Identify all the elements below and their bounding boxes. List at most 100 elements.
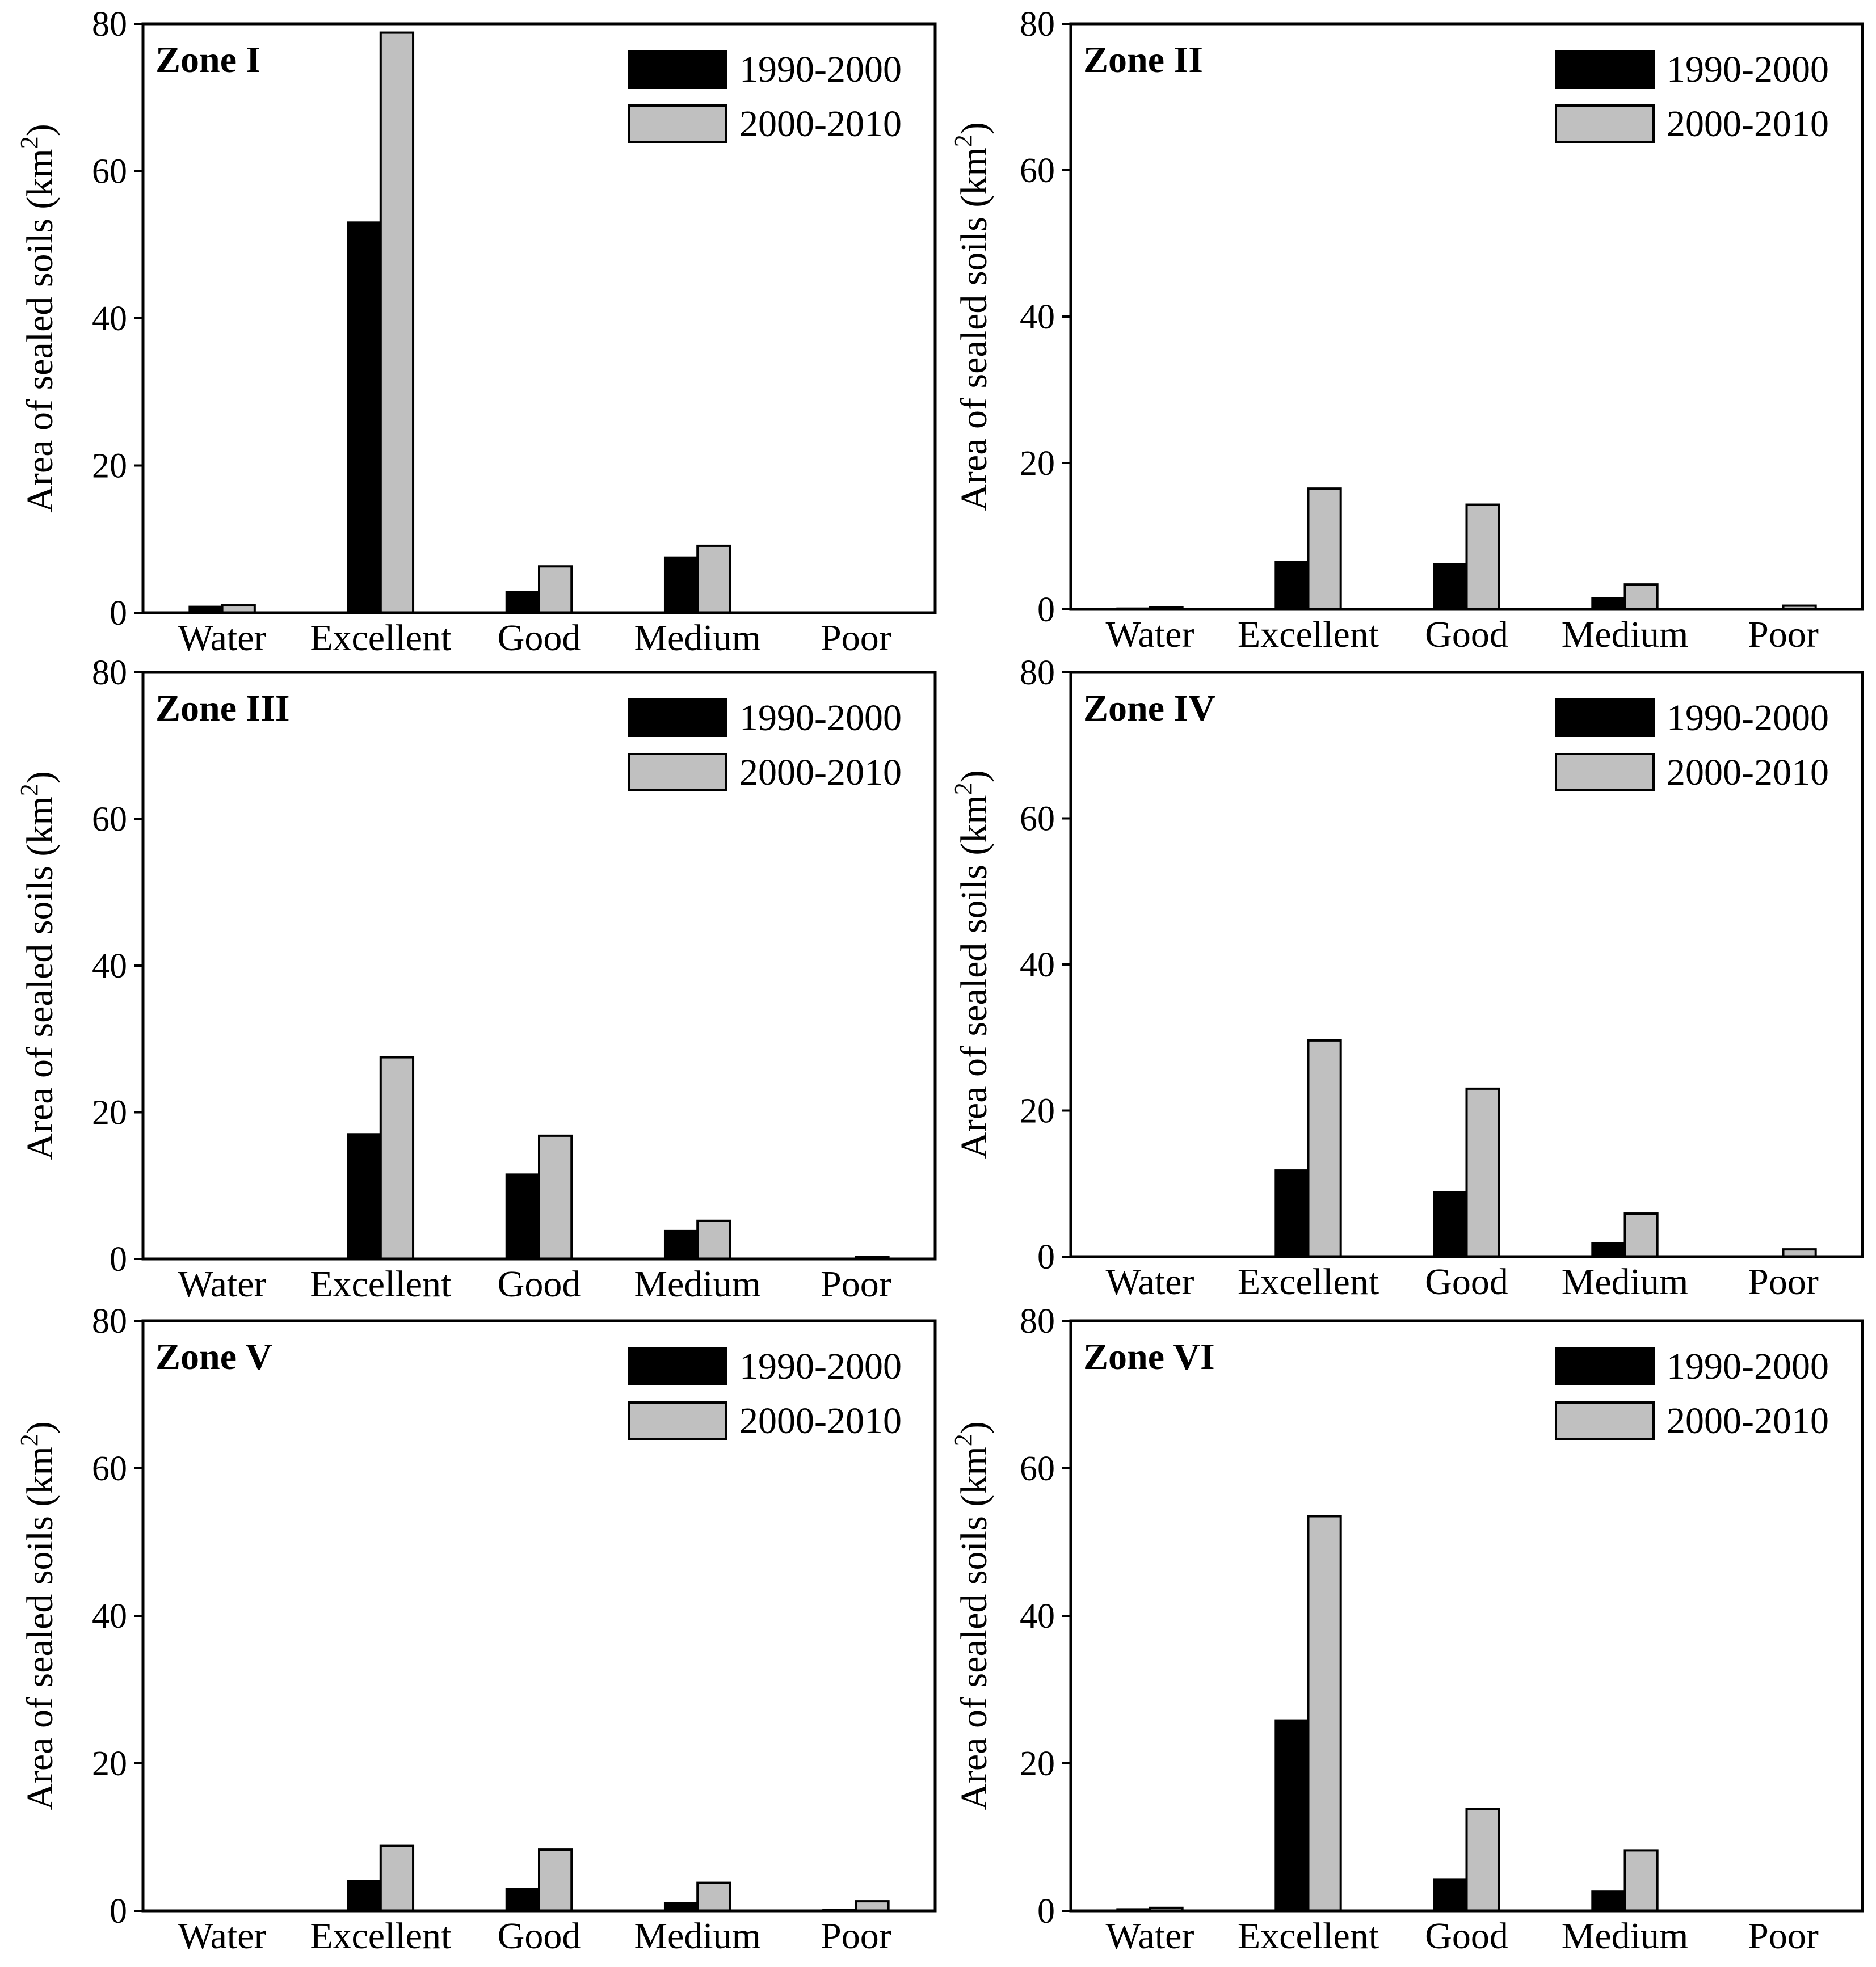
- y-tick-label: 20: [92, 1745, 127, 1783]
- x-category-label: Good: [1425, 1915, 1508, 1957]
- x-category-label: Excellent: [310, 1263, 451, 1305]
- y-tick-label: 60: [1020, 151, 1055, 190]
- x-category-label: Good: [1425, 1261, 1508, 1303]
- y-axis-label-superscript: 2: [15, 784, 43, 796]
- y-axis-label-close: ): [19, 1421, 61, 1434]
- bar-1990-2000-excellent: [347, 221, 382, 614]
- chart-panel-2: 0 20 40 60 80 Water Excellent Good Medium Poor Zon…: [949, 5, 1864, 655]
- y-tick-label: 40: [1020, 298, 1055, 336]
- bar-2000-2010-good: [1465, 503, 1500, 611]
- legend-label: 1990-2000: [1667, 1346, 1829, 1387]
- bar-2000-2010-good: [538, 1848, 573, 1913]
- y-axis-label-close: ): [953, 770, 995, 782]
- bar-1990-2000-excellent: [1274, 1719, 1310, 1913]
- y-tick-label: 0: [1037, 1892, 1055, 1931]
- y-axis-label: Area of sealed soils (km2): [949, 122, 995, 511]
- y-axis-label-main: Area of sealed soils (km: [953, 1446, 995, 1810]
- legend-swatch-1990-2000: [628, 50, 727, 89]
- bar-2000-2010-excellent: [1307, 1515, 1342, 1912]
- bar-2000-2010-medium: [1623, 583, 1659, 611]
- y-tick-label: 40: [92, 1597, 127, 1636]
- plot-frame: [141, 1319, 937, 1913]
- chart-panel-1: 0 20 40 60 80 Water Excellent Good Medium Poor Zon…: [15, 5, 937, 659]
- legend-swatch-1990-2000: [628, 698, 727, 737]
- bar-2000-2010-medium: [696, 1881, 731, 1913]
- bar-2000-2010-excellent: [1307, 1039, 1342, 1258]
- bar-2000-2010-excellent: [379, 1056, 415, 1260]
- x-category-label: Water: [1106, 1261, 1194, 1303]
- x-category-label: Water: [1106, 614, 1194, 655]
- chart-panel-6: 0 20 40 60 80 Water Excellent Good Medium Poor Zon…: [949, 1302, 1864, 1957]
- legend-label: 2000-2010: [1667, 752, 1829, 793]
- x-category-label: Excellent: [1238, 1915, 1379, 1957]
- x-category-label: Poor: [821, 1263, 891, 1305]
- y-tick-label: 80: [1020, 5, 1055, 44]
- bar-2000-2010-medium: [1623, 1212, 1659, 1258]
- legend-label: 1990-2000: [739, 697, 902, 739]
- x-category-label: Medium: [634, 1915, 761, 1957]
- bar-1990-2000-medium: [1591, 1242, 1626, 1258]
- x-category-label: Poor: [821, 617, 891, 659]
- x-category-label: Medium: [1562, 1915, 1689, 1957]
- y-axis-label: Area of sealed soils (km2): [15, 1421, 61, 1810]
- bar-2000-2010-excellent: [1307, 487, 1342, 611]
- bar-2000-2010-good: [538, 1134, 573, 1260]
- plot-frame: [141, 671, 937, 1261]
- bar-2000-2010-good: [1465, 1087, 1500, 1258]
- legend-swatch-1990-2000: [1555, 698, 1655, 737]
- y-axis-label-close: ): [19, 771, 61, 784]
- bar-1990-2000-excellent: [347, 1133, 382, 1261]
- bar-2000-2010-medium: [1623, 1849, 1659, 1912]
- chart-panel-4: 0 20 40 60 80 Water Excellent Good Medium Poor Zon…: [949, 654, 1864, 1303]
- legend-swatch-1990-2000: [628, 1347, 727, 1385]
- x-category-label: Water: [178, 1915, 267, 1957]
- y-tick-label: 80: [1020, 1302, 1055, 1341]
- chart-panel-5: 0 20 40 60 80 Water Excellent Good Medium Poor Zon…: [15, 1302, 937, 1957]
- bar-1990-2000-medium: [1591, 1890, 1626, 1912]
- x-category-label: Poor: [821, 1915, 891, 1957]
- x-category-label: Poor: [1748, 614, 1819, 655]
- zone-title: Zone III: [155, 688, 290, 729]
- legend-label: 1990-2000: [739, 1346, 902, 1387]
- x-category-label: Good: [498, 1263, 581, 1305]
- bar-1990-2000-excellent: [1274, 561, 1310, 611]
- y-axis-label-main: Area of sealed soils (km: [19, 149, 61, 512]
- y-axis-label-superscript: 2: [15, 136, 43, 149]
- bar-2000-2010-medium: [696, 1219, 731, 1261]
- y-tick-label: 60: [1020, 1450, 1055, 1488]
- y-tick-label: 60: [92, 801, 127, 839]
- x-category-label: Medium: [1562, 1261, 1689, 1303]
- x-category-label: Water: [1106, 1915, 1194, 1957]
- y-tick-label: 60: [92, 1450, 127, 1488]
- legend-swatch-2000-2010: [1555, 1401, 1655, 1440]
- y-tick-label: 20: [1020, 1092, 1055, 1131]
- x-category-label: Poor: [1748, 1915, 1819, 1957]
- y-tick-label: 0: [1037, 1238, 1055, 1277]
- y-tick-label: 20: [1020, 1745, 1055, 1783]
- bar-1990-2000-good: [1433, 563, 1468, 611]
- legend-swatch-2000-2010: [1555, 104, 1655, 143]
- x-category-label: Good: [498, 1915, 581, 1957]
- zone-title: Zone I: [155, 39, 260, 81]
- legend-label: 2000-2010: [739, 103, 902, 145]
- bar-2000-2010-excellent: [379, 1844, 415, 1913]
- legend-label: 1990-2000: [1667, 49, 1829, 90]
- x-category-label: Medium: [634, 1263, 761, 1305]
- legend-swatch-2000-2010: [1555, 753, 1655, 791]
- plot-frame: [1069, 671, 1864, 1258]
- legend-label: 2000-2010: [1667, 1400, 1829, 1442]
- bar-2000-2010-poor: [855, 1900, 890, 1913]
- legend-label: 2000-2010: [1667, 103, 1829, 145]
- y-tick-label: 60: [92, 153, 127, 191]
- y-tick-label: 80: [92, 5, 127, 44]
- y-tick-label: 20: [92, 1094, 127, 1132]
- y-axis-label: Area of sealed soils (km2): [949, 770, 995, 1159]
- x-category-label: Good: [498, 617, 581, 659]
- y-tick-label: 20: [1020, 444, 1055, 483]
- y-tick-label: 40: [1020, 946, 1055, 984]
- x-category-label: Medium: [634, 617, 761, 659]
- x-category-label: Excellent: [1238, 1261, 1379, 1303]
- bar-1990-2000-good: [505, 1173, 540, 1261]
- legend-label: 1990-2000: [1667, 697, 1829, 739]
- bar-1990-2000-medium: [1591, 597, 1626, 611]
